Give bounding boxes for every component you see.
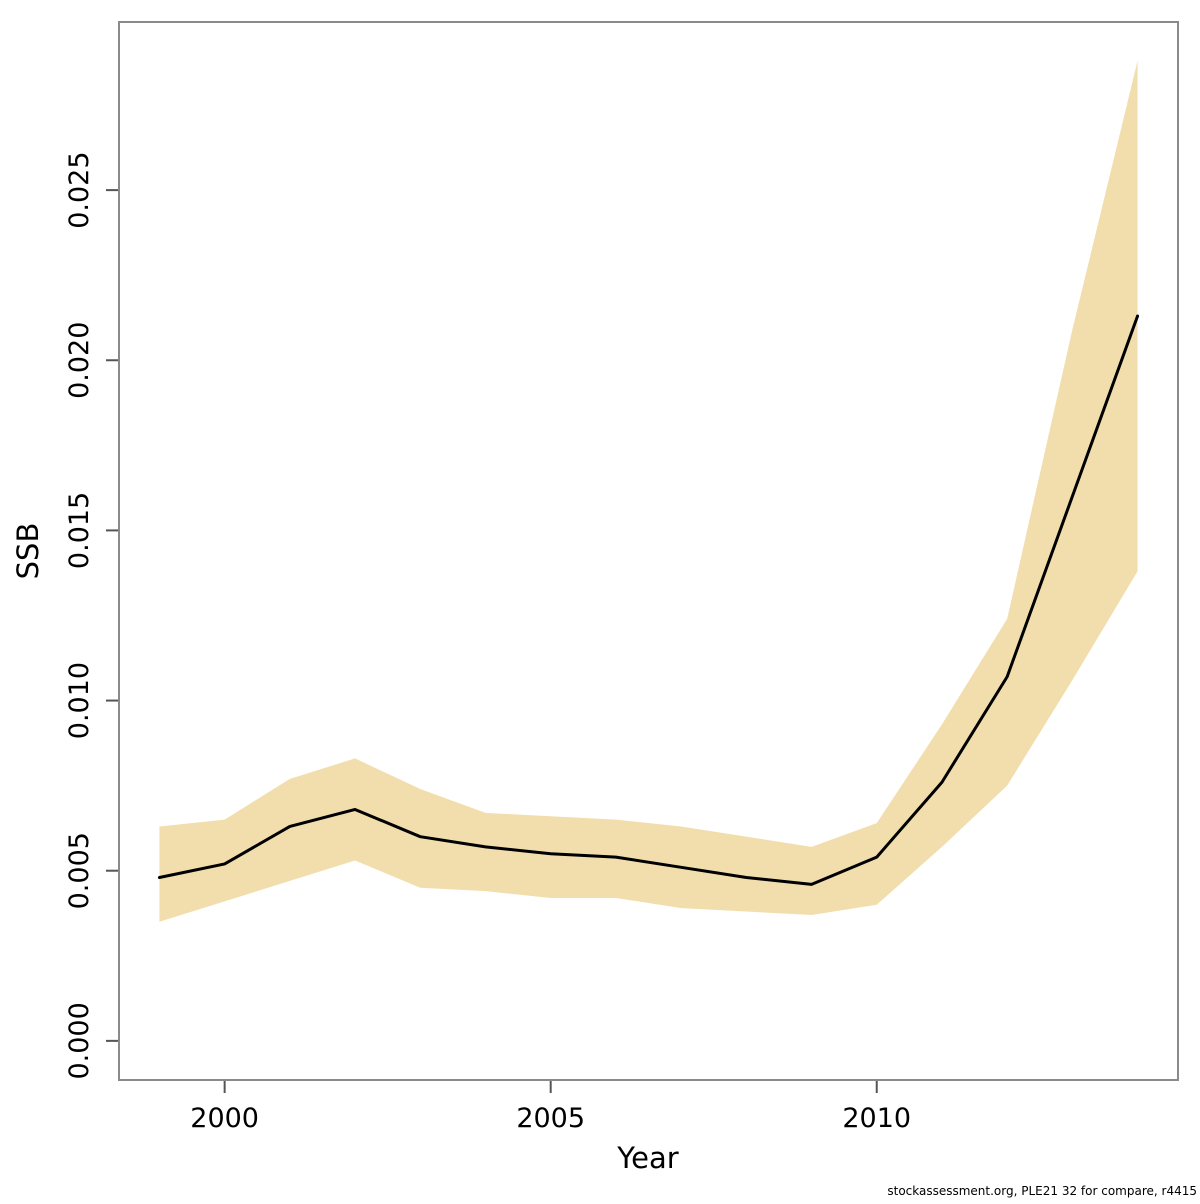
x-tick-label: 2010 xyxy=(842,1103,911,1134)
x-tick-label: 2000 xyxy=(190,1103,259,1134)
x-tick-label: 2005 xyxy=(516,1103,585,1134)
plot-frame xyxy=(118,21,1179,1081)
x-axis-label: Year xyxy=(616,1141,678,1175)
y-tick-label: 0.015 xyxy=(64,492,95,569)
confidence-band xyxy=(159,60,1138,922)
footer-watermark: stockassessment.org, PLE21 32 for compar… xyxy=(887,1184,1197,1198)
y-axis-label: SSB xyxy=(11,523,45,580)
y-tick-label: 0.005 xyxy=(64,832,95,909)
y-tick-label: 0.010 xyxy=(64,662,95,739)
y-tick-label: 0.000 xyxy=(64,1002,95,1079)
y-tick-label: 0.025 xyxy=(64,151,95,228)
y-axis: 0.000 0.005 0.010 0.015 0.020 0.025 xyxy=(64,151,118,1080)
y-tick-label: 0.020 xyxy=(64,322,95,399)
x-axis: 2000 2005 2010 xyxy=(190,1081,911,1134)
ssb-line xyxy=(157,314,1140,886)
